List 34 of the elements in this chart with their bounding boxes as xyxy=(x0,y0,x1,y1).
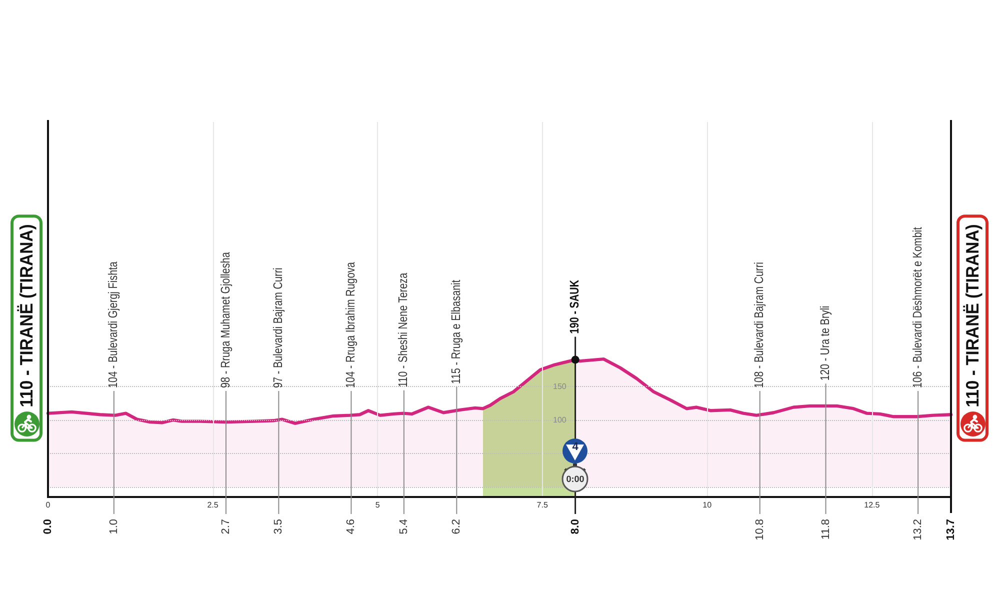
x-tick-label: 5 xyxy=(375,500,380,510)
annotation: 190 - SAUK xyxy=(568,279,582,334)
x2-tick-label: 2.7 xyxy=(220,519,232,534)
y-tick-label: 150 xyxy=(553,382,567,392)
annotation: 120 - Ura te Bryli xyxy=(819,306,832,381)
annotation: 0:00 xyxy=(565,473,586,485)
x-tick-label: 10 xyxy=(702,500,712,510)
x2-tick-label: 4.6 xyxy=(345,519,358,534)
x2-tick-label: 11.8 xyxy=(820,519,832,540)
x-tick-label: 0 xyxy=(46,500,51,510)
x2-tick-label: 0.0 xyxy=(42,519,54,534)
x2-tick-label: 13.2 xyxy=(912,519,924,540)
annotation: 110 - Sheshi Nene Tereza xyxy=(397,272,411,388)
annotation: 4 xyxy=(571,441,580,454)
x-tick-label: 12.5 xyxy=(864,500,880,510)
x-tick-label: 2.5 xyxy=(207,500,219,510)
annotation: 115 - Rruga e Elbasanit xyxy=(450,279,464,384)
x2-tick-label: 10.8 xyxy=(754,519,766,540)
annotation: 97 - Bulevardi Bajram Curri xyxy=(272,268,286,388)
x2-tick-label: 8.0 xyxy=(569,519,582,534)
x2-tick-label: 6.2 xyxy=(450,519,463,534)
annotation: 110 - TIRANË (TIRANA) xyxy=(962,224,983,408)
y-tick-label: 100 xyxy=(553,415,567,424)
annotation: 106 - Bulevardi Dëshmorët e Kombit xyxy=(911,226,925,388)
x-tick-label: 7.5 xyxy=(536,500,548,510)
annotation: 104 - Bulevardi Gjergj Fishta xyxy=(107,260,121,388)
annotation: 110 - TIRANË (TIRANA) xyxy=(16,224,37,408)
x2-tick-label: 1.0 xyxy=(108,519,120,534)
x2-tick-label: 5.4 xyxy=(398,519,410,534)
annotation: 104 - Rruga Ibrahim Rugova xyxy=(344,261,358,388)
x2-tick-label: 13.7 xyxy=(945,519,957,540)
x2-tick-label: 3.5 xyxy=(272,519,285,534)
annotation: 98 - Rruga Muhamet Gjollesha xyxy=(219,251,233,388)
annotation: 108 - Bulevardi Bajram Curri xyxy=(753,262,766,388)
